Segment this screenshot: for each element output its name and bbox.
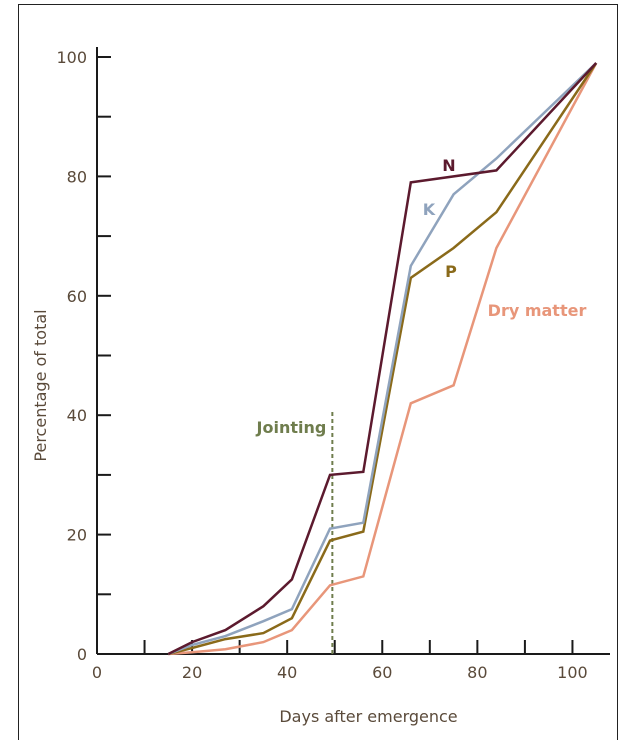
x-tick-label: 0 xyxy=(92,663,102,682)
series-labels: N K P Dry matter xyxy=(423,156,587,320)
series-line-p xyxy=(167,62,598,656)
x-axis-title: Days after emergence xyxy=(279,707,457,726)
y-tick-label: 40 xyxy=(67,406,87,425)
x-tick-label: 100 xyxy=(557,663,588,682)
x-tick-label: 60 xyxy=(372,663,392,682)
series-label-k: K xyxy=(423,200,436,219)
x-tick-label: 20 xyxy=(182,663,202,682)
y-tick-label: 100 xyxy=(56,48,87,67)
x-tick-label: 40 xyxy=(277,663,297,682)
series-lines xyxy=(167,62,598,656)
y-axis-title: Percentage of total xyxy=(31,309,50,461)
x-tick-label: 80 xyxy=(467,663,487,682)
series-line-dry-matter xyxy=(168,62,598,656)
annotations: Jointing xyxy=(256,412,334,654)
jointing-label: Jointing xyxy=(256,418,327,437)
y-tick-label: 80 xyxy=(67,167,87,186)
y-tick-label: 20 xyxy=(67,526,87,545)
series-label-dry-matter: Dry matter xyxy=(488,301,587,320)
series-label-p: P xyxy=(445,262,457,281)
series-line-k xyxy=(167,62,598,656)
y-tick-label: 0 xyxy=(77,645,87,664)
y-tick-label: 60 xyxy=(67,287,87,306)
chart-frame xyxy=(18,4,618,740)
series-line-n xyxy=(167,62,598,656)
series-label-n: N xyxy=(442,156,455,175)
axes: 0 20 40 60 80 100 0 20 40 60 80 100 xyxy=(56,47,610,682)
